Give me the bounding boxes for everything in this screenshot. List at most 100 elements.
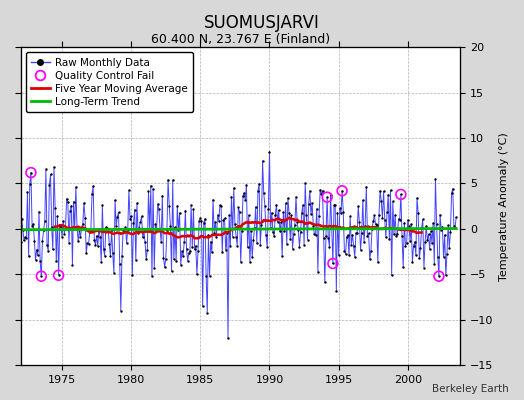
Point [199, 303, 207, 310]
Point [78, 224, 86, 230]
Point [248, 254, 256, 260]
Point [130, 206, 139, 213]
Point [249, 237, 258, 244]
Point [120, 228, 128, 235]
Point [217, 203, 225, 209]
Point [164, 176, 172, 183]
Point [430, 260, 439, 267]
Point [211, 218, 220, 225]
Point [254, 188, 262, 194]
Point [178, 248, 186, 254]
Point [40, 218, 49, 224]
Point [60, 230, 69, 237]
Point [263, 244, 271, 250]
Point [412, 252, 420, 258]
Point [225, 212, 233, 218]
Point [357, 230, 366, 237]
Point [123, 240, 131, 246]
Point [151, 221, 160, 228]
Point [140, 228, 148, 235]
Point [213, 212, 222, 218]
Point [26, 181, 34, 187]
Point [329, 260, 337, 267]
Point [405, 222, 413, 229]
Point [240, 190, 248, 196]
Point [333, 210, 342, 216]
Point [272, 202, 280, 208]
Point [406, 238, 414, 244]
Point [95, 226, 103, 232]
Point [118, 253, 126, 260]
Point [163, 227, 171, 234]
Point [449, 186, 457, 192]
Point [230, 185, 238, 191]
Point [200, 219, 208, 226]
Point [376, 187, 384, 194]
Point [239, 193, 247, 199]
Point [366, 256, 374, 262]
Point [443, 250, 451, 257]
Point [293, 219, 301, 226]
Point [128, 272, 137, 278]
Point [31, 257, 40, 263]
Point [398, 233, 406, 239]
Point [324, 235, 332, 241]
Point [101, 253, 109, 259]
Point [304, 201, 313, 207]
Point [133, 200, 141, 206]
Point [355, 219, 364, 226]
Point [421, 239, 429, 245]
Point [282, 241, 291, 247]
Point [351, 254, 359, 260]
Point [269, 229, 277, 236]
Point [134, 230, 143, 236]
Point [61, 224, 70, 230]
Point [22, 234, 30, 241]
Point [409, 242, 418, 249]
Point [222, 246, 230, 253]
Point [278, 253, 286, 260]
Point [67, 202, 75, 209]
Point [135, 224, 144, 231]
Point [318, 187, 326, 194]
Point [161, 256, 170, 262]
Point [337, 210, 345, 216]
Point [247, 228, 255, 234]
Point [215, 218, 223, 224]
Point [370, 212, 378, 218]
Point [329, 260, 337, 267]
Point [119, 227, 127, 234]
Point [270, 233, 278, 239]
Point [57, 223, 65, 229]
Point [65, 239, 73, 246]
Point [441, 232, 449, 238]
Point [360, 239, 368, 245]
Point [375, 212, 383, 218]
Point [149, 186, 157, 192]
Point [35, 208, 43, 215]
Point [368, 225, 376, 232]
Point [126, 216, 134, 222]
Point [184, 250, 193, 256]
Point [437, 226, 445, 233]
Point [171, 224, 179, 231]
Point [202, 273, 210, 279]
Point [438, 224, 446, 230]
Point [17, 216, 26, 223]
Point [48, 224, 56, 230]
Point [176, 210, 184, 216]
Point [285, 210, 293, 216]
Point [348, 232, 357, 238]
Point [183, 257, 192, 264]
Point [328, 224, 336, 230]
Title: 60.400 N, 23.767 E (Finland): 60.400 N, 23.767 E (Finland) [151, 33, 330, 46]
Point [29, 221, 37, 227]
Point [81, 215, 89, 221]
Point [102, 224, 110, 230]
Point [344, 232, 352, 238]
Point [310, 231, 319, 238]
Point [104, 226, 112, 232]
Point [88, 191, 96, 197]
Point [265, 148, 274, 155]
Point [397, 191, 405, 198]
